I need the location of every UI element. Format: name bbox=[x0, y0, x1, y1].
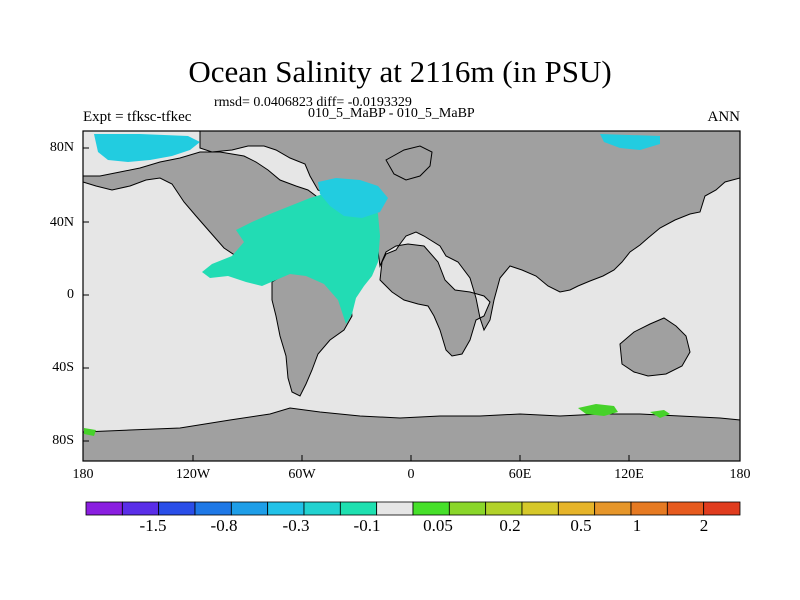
colorbar-box bbox=[630, 501, 668, 516]
colorbar-box bbox=[194, 501, 232, 516]
map-title: Ocean Salinity at 2116m (in PSU) bbox=[188, 54, 612, 89]
arctic-anomaly-region bbox=[318, 178, 388, 218]
lon-label-180e: 180 bbox=[729, 467, 751, 482]
colorbar-box bbox=[230, 501, 269, 516]
colorbar-label-6: 0.2 bbox=[499, 516, 521, 535]
lon-label-0: 0 bbox=[407, 467, 415, 482]
colorbar-label-4: -0.1 bbox=[353, 516, 381, 535]
lon-label-60w: 60W bbox=[288, 467, 316, 482]
colorbar-box bbox=[267, 501, 305, 516]
positive-anomaly-ross-sea bbox=[84, 428, 96, 436]
colorbar-box bbox=[412, 501, 450, 516]
lon-label-60e: 60E bbox=[508, 467, 532, 482]
season-label: ANN bbox=[707, 109, 741, 125]
land-greenland bbox=[385, 145, 433, 181]
land-australia bbox=[619, 317, 691, 377]
colorbar-box bbox=[448, 501, 487, 516]
colorbar-label-9: 2 bbox=[699, 516, 709, 535]
lon-label-120e: 120E bbox=[614, 467, 644, 482]
colorbar-box bbox=[703, 501, 741, 516]
case-label: 010_5_MaBP - 010_5_MaBP bbox=[308, 106, 475, 121]
colorbar-box bbox=[557, 501, 596, 516]
experiment-label: Expt = tfksc-tfkec bbox=[83, 109, 192, 125]
colorbar-box bbox=[85, 501, 123, 516]
colorbar-box bbox=[485, 501, 523, 516]
colorbar-box bbox=[121, 501, 160, 516]
lat-label-40s: 40S bbox=[52, 360, 74, 375]
colorbar-label-1: -1.5 bbox=[139, 516, 167, 535]
colorbar-box bbox=[339, 501, 378, 516]
atlantic-anomaly-region bbox=[202, 190, 380, 324]
colorbar-label-2: -0.8 bbox=[210, 516, 238, 535]
arctic-strip-left bbox=[94, 134, 200, 162]
colorbar-box bbox=[158, 501, 196, 516]
lon-label-120w: 120W bbox=[175, 467, 211, 482]
colorbar-box bbox=[376, 501, 414, 516]
land-antarctica bbox=[82, 407, 741, 462]
colorbar-box bbox=[303, 501, 341, 516]
colorbar-label-7: 0.5 bbox=[570, 516, 592, 535]
rmsd-diff-stats: rmsd= 0.0406823 diff= -0.0193329 bbox=[214, 95, 412, 110]
colorbar-label-3: -0.3 bbox=[282, 516, 310, 535]
lat-label-80s: 80S bbox=[52, 433, 74, 448]
lat-label-equator: 0 bbox=[67, 287, 74, 302]
lon-label-180w: 180 bbox=[72, 467, 94, 482]
colorbar-box bbox=[594, 501, 632, 516]
colorbar-box bbox=[666, 501, 705, 516]
positive-anomaly-south-indian bbox=[578, 404, 618, 416]
colorbar-label-5: 0.05 bbox=[423, 516, 453, 535]
lat-label-40n: 40N bbox=[49, 215, 74, 230]
arctic-strip-right bbox=[600, 134, 660, 150]
colorbar-box bbox=[521, 501, 559, 516]
lat-label-80n: 80N bbox=[49, 140, 74, 155]
positive-anomaly-south-pacific bbox=[650, 410, 670, 418]
colorbar-label-8: 1 bbox=[632, 516, 642, 535]
axis-ticks bbox=[83, 147, 630, 461]
